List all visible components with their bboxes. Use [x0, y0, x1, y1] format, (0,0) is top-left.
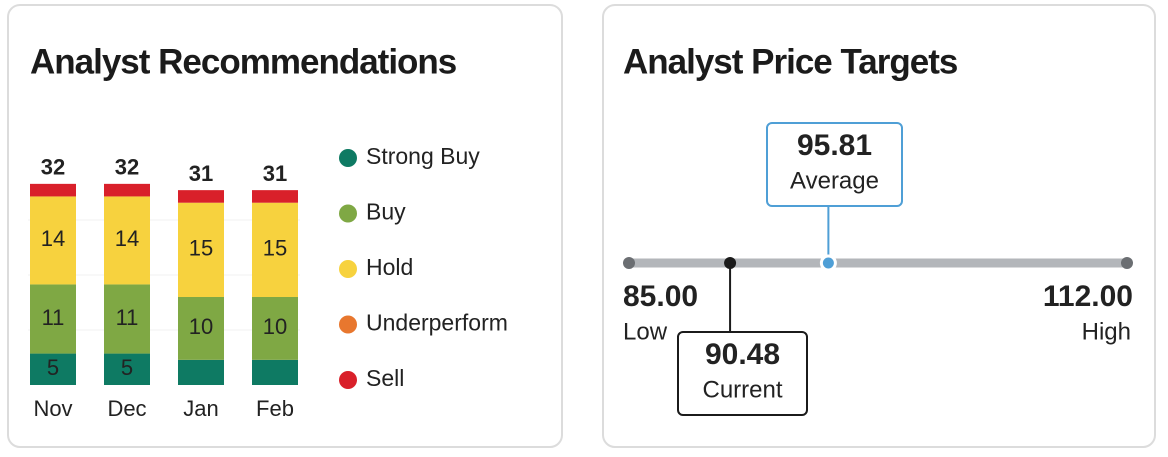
value-label: 90.48	[705, 338, 780, 371]
bar-segment	[30, 284, 76, 354]
bar-segment	[252, 359, 298, 385]
legend-marker	[339, 204, 357, 223]
bar-segment	[104, 284, 150, 354]
point-marker	[724, 257, 737, 269]
bar-segment	[252, 202, 298, 297]
legend-label: Sell	[366, 365, 404, 391]
legend-label: Hold	[366, 254, 413, 280]
value-box	[766, 122, 903, 207]
x-tick-label: Nov	[33, 396, 72, 421]
segment-label: 15	[189, 236, 213, 261]
bar-segment	[30, 196, 76, 285]
bar-total: 31	[263, 161, 287, 186]
bar-segment	[252, 297, 298, 360]
segment-label: 14	[115, 226, 139, 251]
segment-label: 15	[263, 236, 287, 261]
legend-marker	[339, 149, 357, 167]
bar-segment	[30, 183, 76, 197]
bar-total: 32	[115, 155, 139, 180]
legend-label: Strong Buy	[366, 143, 480, 169]
bar-segment	[252, 190, 298, 203]
segment-label: 14	[41, 226, 65, 251]
bar-segment	[178, 297, 224, 360]
value-label: 112.00	[1043, 280, 1133, 313]
point-marker	[1121, 257, 1133, 269]
x-tick-label: Feb	[256, 396, 294, 421]
legend-label: Underperform	[366, 310, 508, 336]
value-label: 95.81	[797, 129, 872, 162]
legend-marker	[339, 371, 357, 389]
legend-label: Buy	[366, 199, 406, 225]
value-label: 85.00	[623, 280, 698, 313]
segment-label: 11	[42, 305, 65, 330]
point-label: High	[1082, 318, 1131, 345]
bar-segment	[104, 183, 150, 197]
card-title: Analyst Price Targets	[623, 42, 958, 81]
bar-segment	[178, 359, 224, 385]
segment-label: 10	[263, 314, 287, 339]
legend-marker	[339, 260, 357, 278]
point-marker	[623, 257, 635, 269]
bar-segment	[30, 353, 76, 385]
bar-total: 32	[41, 155, 65, 180]
bar-total: 31	[189, 161, 213, 186]
point-marker	[819, 254, 837, 272]
x-tick-label: Dec	[107, 396, 146, 421]
legend-marker	[339, 315, 357, 334]
x-tick-label: Jan	[183, 396, 218, 421]
card-title: Analyst Recommendations	[30, 42, 457, 81]
point-label: Current	[702, 376, 782, 403]
point-label: Low	[623, 318, 668, 345]
value-box	[677, 331, 808, 416]
bar-segment	[178, 202, 224, 297]
bar-segment	[104, 196, 150, 285]
bar-segment	[104, 353, 150, 385]
bar-segment	[178, 190, 224, 203]
segment-label: 11	[116, 305, 139, 330]
segment-label: 5	[121, 355, 133, 380]
segment-label: 10	[189, 314, 213, 339]
point-label: Average	[790, 167, 879, 194]
segment-label: 5	[47, 355, 59, 380]
